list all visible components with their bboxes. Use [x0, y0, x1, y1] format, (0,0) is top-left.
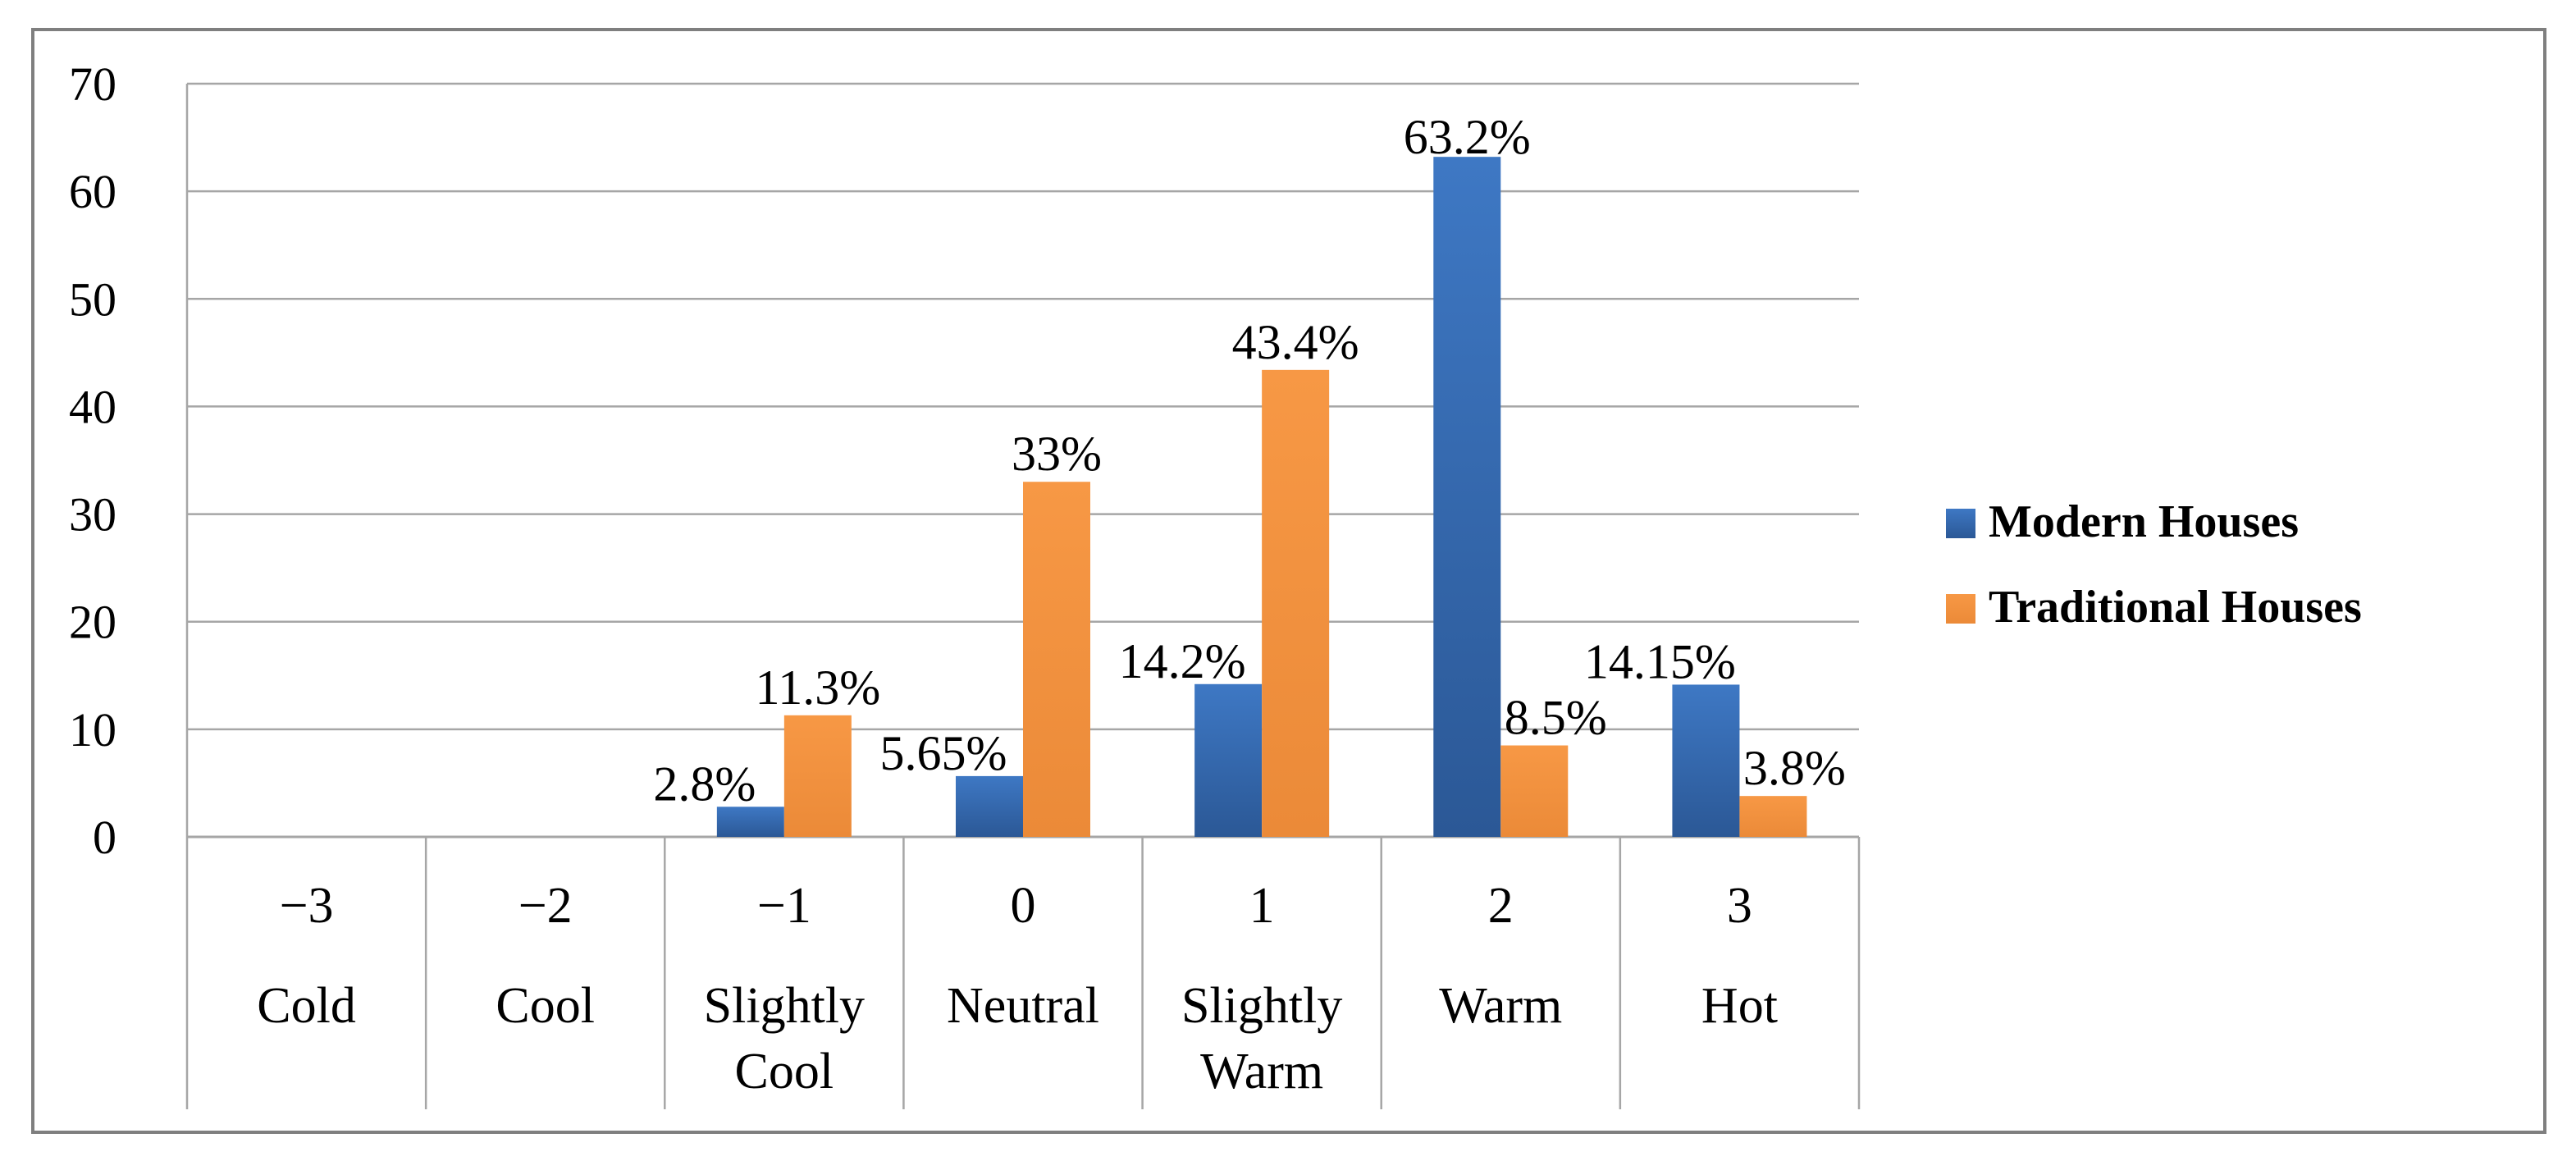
data-label-traditional: 11.3%: [755, 660, 880, 715]
category-name-label: Cold: [257, 978, 356, 1034]
y-tick-label: 10: [69, 703, 116, 756]
data-label-modern: 14.2%: [1119, 634, 1246, 688]
legend-swatch-traditional: [1946, 594, 1975, 624]
category-name-label: Cool: [735, 1044, 834, 1099]
bar-traditional-4: [1262, 369, 1330, 838]
y-tick-label: 30: [69, 488, 116, 542]
y-tick-label: 70: [69, 57, 116, 111]
bar-modern-5: [1433, 157, 1501, 838]
category-name-label: Slightly: [704, 978, 865, 1034]
data-label-traditional: 43.4%: [1232, 315, 1359, 369]
bar-traditional-3: [1023, 482, 1090, 837]
legend-label-traditional: Traditional Houses: [1989, 582, 2362, 633]
legend-label-modern: Modern Houses: [1989, 496, 2299, 547]
category-code-label: −3: [280, 878, 334, 934]
category-code-label: 1: [1249, 878, 1275, 934]
category-code-label: 3: [1727, 878, 1752, 934]
data-label-modern: 63.2%: [1404, 110, 1531, 164]
bar-modern-2: [716, 807, 784, 837]
y-tick-label: 40: [69, 380, 116, 433]
data-label-modern: 5.65%: [880, 726, 1007, 780]
category-name-label: Neutral: [947, 978, 1099, 1034]
data-label-modern: 14.15%: [1584, 634, 1736, 688]
data-label-modern: 2.8%: [653, 756, 756, 811]
category-code-label: −2: [518, 878, 573, 934]
bars: [716, 157, 1807, 838]
y-tick-label: 60: [69, 165, 116, 218]
bar-modern-4: [1194, 683, 1263, 837]
legend: Modern Houses Traditional Houses: [1946, 496, 2362, 633]
y-tick-label: 0: [93, 811, 116, 864]
category-name-label: Slightly: [1181, 978, 1342, 1034]
category-code-label: 0: [1011, 878, 1036, 934]
category-name-label: Hot: [1701, 978, 1778, 1034]
data-label-traditional: 8.5%: [1505, 691, 1607, 745]
bar-modern-6: [1672, 684, 1740, 837]
bar-traditional-6: [1739, 796, 1807, 837]
data-label-traditional: 33%: [1012, 427, 1102, 481]
data-labels: 2.8% 5.65% 14.2% 63.2% 14.15% 11.3% 33% 43.4% 8.…: [653, 110, 1846, 811]
bar-traditional-2: [783, 715, 852, 837]
y-tick-label: 50: [69, 272, 116, 326]
bar-modern-3: [956, 775, 1023, 837]
category-name-label: Warm: [1200, 1044, 1323, 1099]
category-axis: −3 Cold −2 Cool −1 Slightly Cool 0 Neutral 1 Sligh…: [185, 837, 1861, 1109]
category-name-label: Warm: [1439, 978, 1562, 1034]
bar-traditional-5: [1500, 745, 1569, 837]
category-name-label: Cool: [496, 978, 595, 1034]
y-tick-label: 20: [69, 596, 116, 649]
category-code-label: −1: [757, 878, 811, 934]
category-code-label: 2: [1488, 878, 1514, 934]
legend-swatch-modern: [1946, 509, 1975, 538]
data-label-traditional: 3.8%: [1743, 741, 1846, 795]
